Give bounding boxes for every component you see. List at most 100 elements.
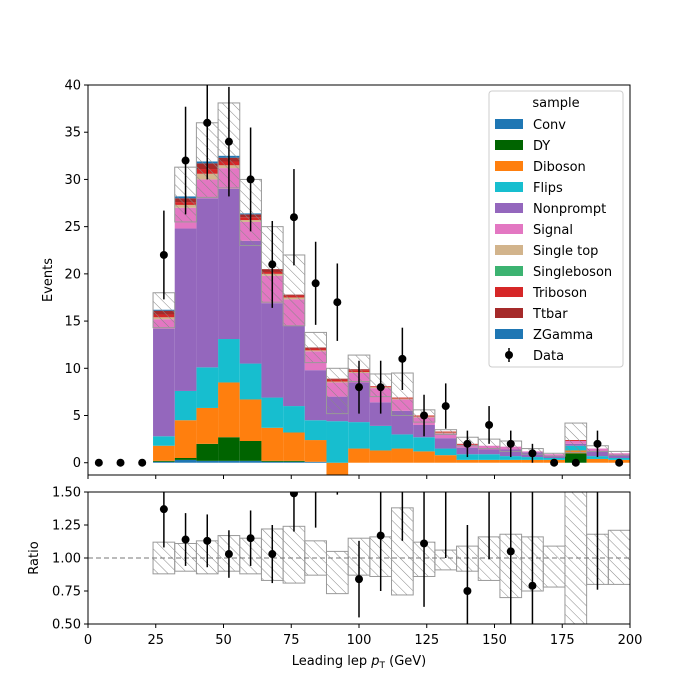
- bar-dy-4: [239, 441, 262, 461]
- main-y-tick-label-1: 5: [73, 409, 81, 424]
- data-point-2: [138, 458, 147, 467]
- uncertainty-band-6: [282, 254, 306, 327]
- bar-conv-1: [174, 459, 197, 463]
- bar-dy-6: [283, 460, 305, 462]
- main-panel-bars: [153, 155, 630, 475]
- bar-diboson-20: [586, 458, 609, 463]
- bar-nonprompt-10: [369, 402, 392, 426]
- data-point-12: [355, 383, 363, 392]
- data-point-10: [311, 279, 320, 288]
- data-point-15: [420, 411, 429, 420]
- bar-conv-4: [239, 460, 262, 463]
- main-y-tick-label-7: 35: [64, 126, 81, 141]
- bar-flips-2: [196, 367, 219, 408]
- bar-diboson-11: [391, 448, 414, 463]
- bar-conv-2: [196, 460, 219, 463]
- data-point-23: [593, 439, 602, 448]
- x-tick-label-6: 150: [482, 633, 507, 648]
- main-panel-axes: 0 5 10 15 20 25 30 35 40: [64, 79, 631, 479]
- legend-swatch-signal: [495, 224, 523, 234]
- ratio-point-12: [528, 581, 537, 590]
- bar-flips-12: [413, 437, 435, 452]
- data-point-7: [246, 175, 255, 184]
- ratio-y-tick-label-0: 0.50: [52, 618, 81, 633]
- bar-diboson-6: [283, 432, 305, 461]
- ratio-uncertainty-band-6: [282, 525, 306, 584]
- bar-conv-7: [304, 461, 327, 463]
- uncertainty-band-8: [325, 367, 349, 415]
- bar-flips-10: [369, 425, 392, 451]
- bar-dy-0: [153, 460, 175, 462]
- bar-flips-7: [304, 420, 327, 441]
- legend-label-zgamma: ZGamma: [533, 328, 593, 343]
- bar-dy-19: [564, 453, 587, 463]
- main-panel-data-points: [94, 85, 624, 467]
- bar-dy-3: [218, 437, 240, 461]
- data-point-0: [94, 458, 103, 467]
- bar-nonprompt-2: [196, 198, 219, 368]
- bar-diboson-15: [478, 459, 500, 463]
- bar-diboson-4: [239, 399, 262, 442]
- bar-flips-0: [153, 436, 175, 446]
- bar-diboson-14: [456, 459, 479, 463]
- legend-label-data: Data: [533, 349, 564, 364]
- x-tick-label-1: 25: [147, 633, 164, 648]
- legend-label-ttbar: Ttbar: [532, 307, 568, 322]
- x-tick-label-0: 0: [84, 633, 92, 648]
- bar-flips-4: [239, 363, 262, 400]
- legend-label-flips: Flips: [533, 181, 563, 196]
- x-tick-label-2: 50: [215, 633, 232, 648]
- uncertainty-band-7: [304, 331, 327, 364]
- bar-diboson-13: [434, 455, 457, 463]
- legend-box: [488, 90, 624, 368]
- bar-nonprompt-11: [391, 410, 414, 435]
- bar-nonprompt-3: [218, 188, 240, 340]
- ratio-point-1: [181, 535, 190, 544]
- ratio-point-0: [159, 505, 168, 514]
- ratio-uncertainty-band-18: [542, 545, 566, 588]
- main-y-tick-label-2: 10: [64, 362, 81, 377]
- ratio-point-10: [463, 587, 472, 595]
- data-point-17: [463, 439, 472, 448]
- x-tick-label-7: 175: [550, 633, 575, 648]
- bar-diboson-3: [218, 382, 240, 438]
- legend-swatch-single-top: [495, 245, 523, 255]
- data-point-4: [181, 156, 190, 165]
- data-point-20: [528, 449, 537, 458]
- data-point-3: [159, 250, 168, 259]
- legend-label-conv: Conv: [533, 118, 566, 133]
- ratio-y-tick-label-1: 0.75: [52, 585, 81, 600]
- bar-nonprompt-6: [283, 325, 305, 407]
- bar-nonprompt-4: [239, 240, 262, 364]
- ratio-panel-axes: 0.50 0.75 1.00 1.25 1.50 0 25 50 75 100 125 150 175 2…: [52, 486, 642, 649]
- legend-swatch-zgamma: [495, 329, 523, 339]
- ratio-point-3: [224, 550, 233, 559]
- ratio-y-tick-label-4: 1.50: [52, 486, 81, 501]
- data-point-11: [333, 298, 342, 307]
- legend-label-dy: DY: [533, 139, 550, 154]
- bar-nonprompt-1: [174, 228, 197, 391]
- bar-diboson-5: [261, 427, 284, 461]
- legend-label-triboson: Triboson: [532, 286, 587, 301]
- x-tick-label-5: 125: [414, 633, 439, 648]
- ratio-point-5: [268, 550, 277, 559]
- x-tick-label-3: 75: [283, 633, 300, 648]
- ratio-point-7: [355, 575, 363, 584]
- bar-flips-9: [348, 422, 370, 449]
- main-y-tick-label-3: 15: [64, 315, 81, 330]
- bar-conv-0: [153, 461, 175, 463]
- bar-flips-11: [391, 434, 414, 449]
- data-point-1: [116, 458, 125, 467]
- data-point-5: [203, 118, 212, 127]
- x-tick-label-4: 100: [347, 633, 372, 648]
- legend-label-nonprompt: Nonprompt: [533, 202, 606, 217]
- legend-label-diboson: Diboson: [533, 160, 586, 175]
- data-point-13: [376, 383, 385, 392]
- ratio-point-9: [420, 539, 429, 548]
- main-y-axis-label: Events: [41, 258, 56, 302]
- bar-diboson-9: [348, 448, 370, 463]
- bar-diboson-8: [326, 462, 349, 475]
- bar-nonprompt-13: [434, 438, 457, 449]
- ratio-panel-uncertainty: [152, 492, 630, 624]
- data-point-6: [224, 137, 233, 146]
